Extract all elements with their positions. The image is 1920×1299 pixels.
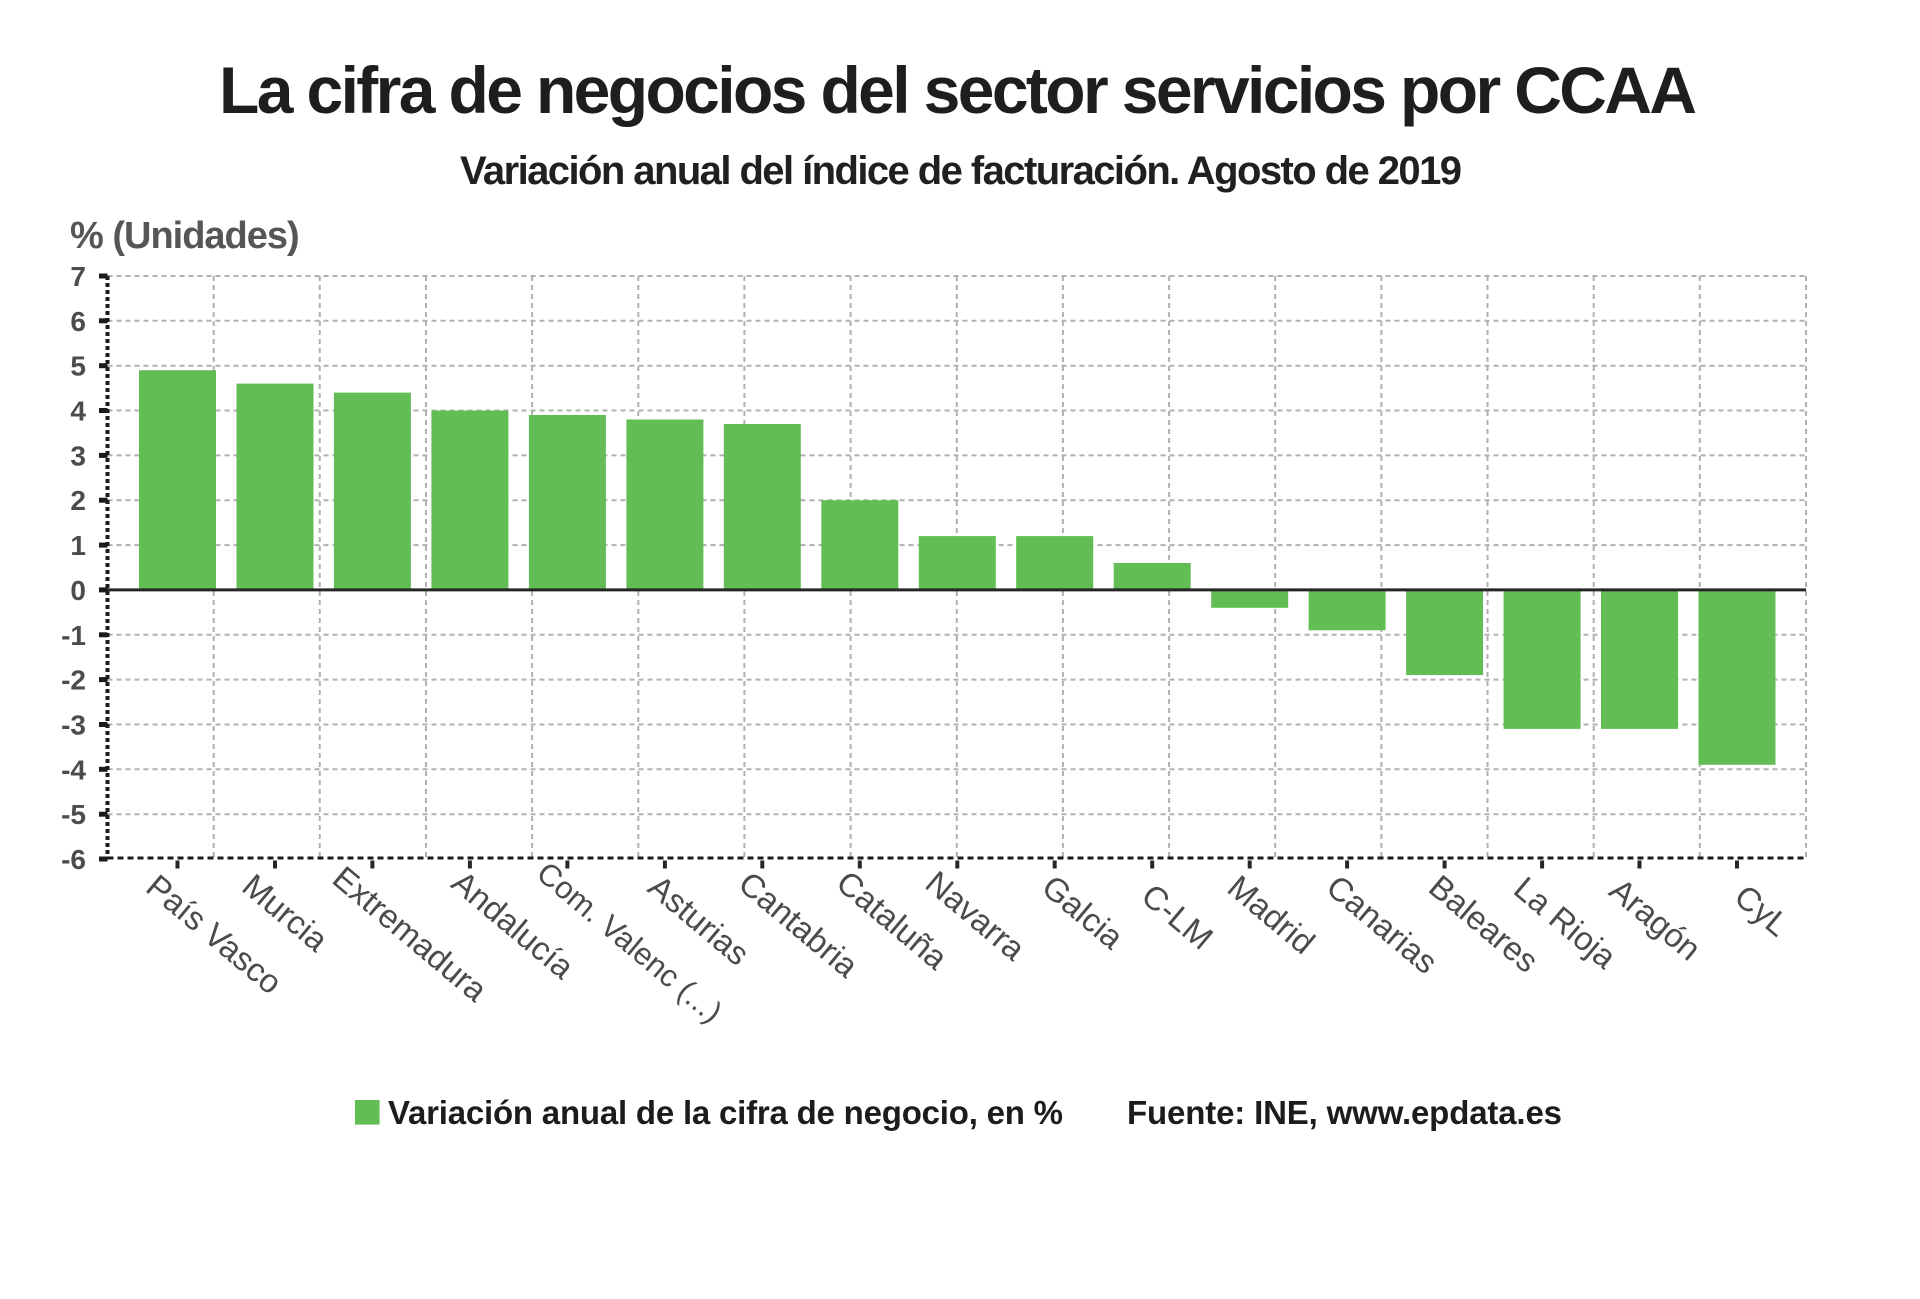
svg-text:5: 5 (70, 351, 86, 382)
svg-text:-2: -2 (61, 665, 86, 696)
svg-text:2: 2 (70, 485, 86, 516)
svg-text:-6: -6 (61, 844, 86, 875)
svg-text:1: 1 (70, 530, 86, 561)
svg-text:7: 7 (70, 261, 86, 292)
svg-text:-1: -1 (61, 620, 86, 651)
svg-text:-3: -3 (61, 710, 86, 741)
svg-text:La cifra de negocios del secto: La cifra de negocios del sector servicio… (219, 53, 1697, 127)
svg-text:-4: -4 (61, 754, 86, 785)
svg-text:3: 3 (70, 440, 86, 471)
svg-text:4: 4 (70, 396, 86, 427)
svg-text:Variación anual de la cifra de: Variación anual de la cifra de negocio, … (388, 1094, 1063, 1131)
svg-text:0: 0 (70, 575, 86, 606)
svg-text:-5: -5 (61, 799, 86, 830)
svg-text:Variación anual del índice de: Variación anual del índice de facturació… (460, 149, 1462, 193)
svg-text:Fuente: INE, www.epdata.es: Fuente: INE, www.epdata.es (1127, 1094, 1562, 1131)
svg-text:6: 6 (70, 306, 86, 337)
svg-text:% (Unidades): % (Unidades) (70, 215, 299, 257)
